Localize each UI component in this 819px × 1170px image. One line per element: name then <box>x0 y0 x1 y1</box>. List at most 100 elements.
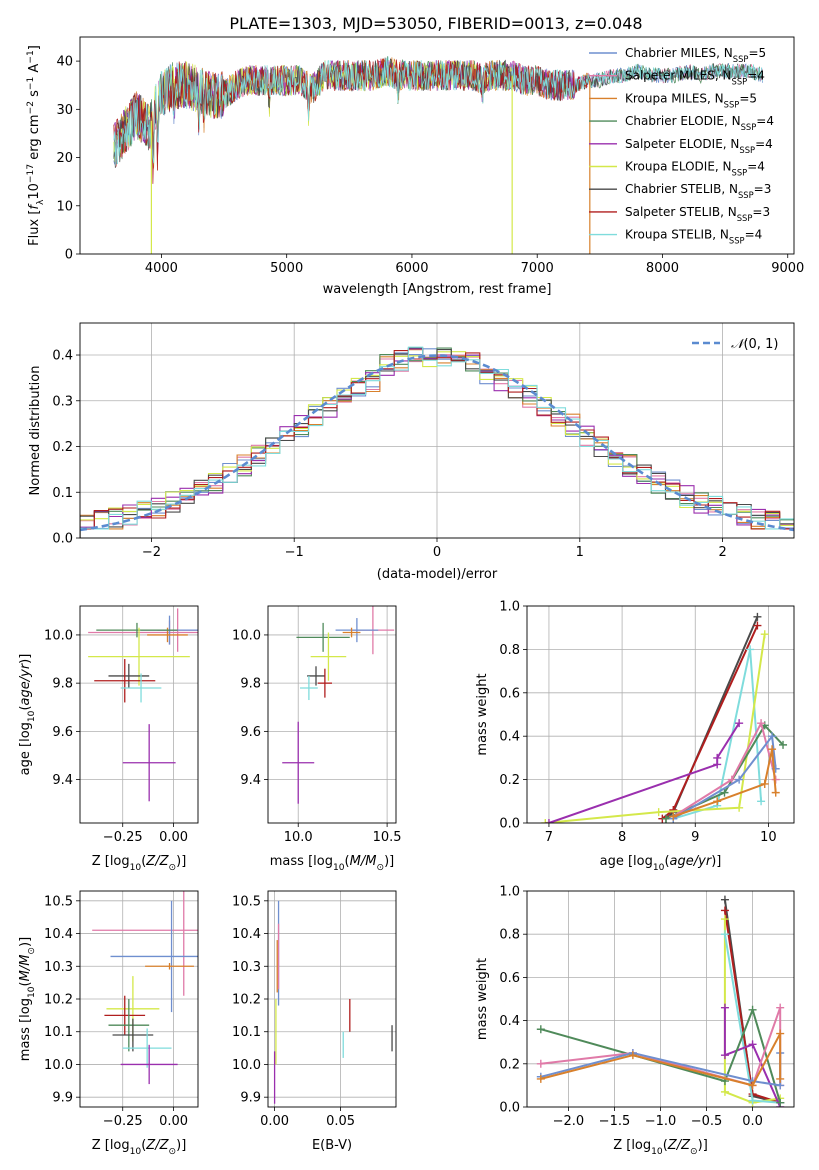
age_vs_mass-x-tick-label: 10.0 <box>284 830 313 845</box>
age_vs_Z-y-tick-label: 10.0 <box>44 628 73 643</box>
legend-label-6: Kroupa ELODIE, NSSP=4 <box>625 160 765 178</box>
weight_vs_age-marker-9-2 <box>713 797 722 806</box>
figure-title: PLATE=1303, MJD=53050, FIBERID=0013, z=0… <box>229 14 642 33</box>
age_vs_Z-frame <box>79 605 199 824</box>
residuals-histograms <box>80 346 794 538</box>
spectrum-y-tick-label: 30 <box>56 103 73 118</box>
weight_vs_age-marker-9-5 <box>771 788 780 797</box>
weight_vs_Z-y-tick-label: 0.6 <box>499 971 520 986</box>
spectrum-y-tick-label: 0 <box>65 248 73 263</box>
age-vs-mass-panel: 10.0 10.5 9.4 9.6 9.8 10.0 mass [log10(M/M⊙)] <box>232 605 402 873</box>
residuals-legend: 𝒩(0, 1) <box>692 337 778 352</box>
weight_vs_age-marker-2-3 <box>753 621 762 630</box>
mass_vs_EBV-points <box>273 900 393 1104</box>
weight_vs_age-marker-5-1 <box>544 819 553 823</box>
age_vs_Z-points <box>88 608 198 802</box>
residual-histogram-9 <box>80 346 794 538</box>
weight_vs_age-marker-4-4 <box>760 630 769 639</box>
weight_vs_age-marker-8-2 <box>735 775 744 784</box>
normal-curve <box>80 354 794 532</box>
spectrum-series-9 <box>113 56 763 166</box>
mass-vs-ebv-panel: 0.00 0.05 9.9 10.0 10.1 10.2 10.3 10.4 10.5 E(B-V… <box>232 890 397 1153</box>
weight_vs_age-y-tick-label: 0.6 <box>499 686 520 701</box>
weight_vs_age-marker-6-2 <box>720 788 729 797</box>
residuals-x-tick-label: 2 <box>718 545 726 560</box>
weight_vs_Z-marker-1-1 <box>720 895 729 904</box>
age_vs_mass-y-tick-label: 9.6 <box>240 725 261 740</box>
weight_vs_age-marker-9-3 <box>760 779 769 788</box>
weight_vs_age-marker-5-4 <box>735 719 744 728</box>
weight-vs-age-panel: 7 8 9 10 0.0 0.2 0.4 0.6 0.8 1.0 age [log10(age/yr… <box>475 600 795 873</box>
mass_vs_Z-y-tick-label: 10.1 <box>44 1025 73 1040</box>
mass_vs_EBV-frame <box>267 890 397 1108</box>
residuals-x-tick-label: 1 <box>576 545 584 560</box>
weight_vs_Z-marker-6-3 <box>748 1005 757 1014</box>
weight_vs_Z-y-tick-label: 0.8 <box>499 928 520 943</box>
mass_vs_Z-xlabel: Z [log10(Z/Z⊙)] <box>92 1138 187 1157</box>
weight_vs_Z-marker-6-4 <box>776 1098 785 1107</box>
weight_vs_Z-marker-3-1 <box>720 915 729 924</box>
spectrum-y-tick-label: 40 <box>56 55 73 70</box>
residuals-xlabel: (data-model)/error <box>377 567 498 582</box>
weight_vs_Z-x-tick-label: −1.5 <box>599 1114 631 1129</box>
weight_vs_Z-marker-4-2 <box>748 1096 757 1105</box>
weight_vs_age-series-2 <box>661 625 759 820</box>
weight_vs_age-series-4 <box>545 634 766 823</box>
weight_vs_Z-marker-3-2 <box>720 1087 729 1096</box>
residuals-y-tick-label: 0.0 <box>52 532 73 547</box>
weight_vs_Z-y-tick-label: 0.4 <box>499 1014 520 1029</box>
residuals-x-tick-label: −1 <box>285 545 304 560</box>
mass_vs_EBV-y-tick-label: 10.0 <box>232 1058 261 1073</box>
age_vs_Z-y-tick-label: 9.4 <box>52 773 73 788</box>
residuals-y-tick-label: 0.2 <box>52 440 73 455</box>
residuals-y-tick-label: 0.4 <box>52 349 73 364</box>
mass_vs_EBV-y-tick-label: 10.3 <box>232 960 261 975</box>
spectrum-x-tick-label: 8000 <box>646 261 679 276</box>
weight_vs_Z-grid <box>527 890 794 1108</box>
mass_vs_EBV-x-tick-label: 0.05 <box>326 1114 355 1129</box>
weight_vs_Z-series-5 <box>723 1007 782 1107</box>
mass_vs_Z-y-tick-label: 10.3 <box>44 960 73 975</box>
mass_vs_EBV-y-tick-label: 10.4 <box>232 927 261 942</box>
weight_vs_Z-frame <box>526 890 795 1108</box>
residuals-x-tick-label: −2 <box>142 545 161 560</box>
spectrum-x-tick-label: 5000 <box>270 261 303 276</box>
age_vs_mass-y-tick-label: 10.0 <box>232 628 261 643</box>
weight_vs_Z-marker-9-1 <box>536 1074 545 1083</box>
age-vs-metallicity-panel: −0.25 0.00 9.4 9.6 9.8 10.0 Z [log10(Z/Z⊙)] age… <box>18 605 199 873</box>
residuals-frame <box>79 322 795 539</box>
weight_vs_age-marker-6-1 <box>661 814 670 823</box>
weight_vs_Z-marker-7-1 <box>536 1059 545 1068</box>
weight_vs_age-y-tick-label: 0.4 <box>499 730 520 745</box>
weight_vs_age-marker-3-3 <box>746 645 755 654</box>
weight_vs_age-series-7 <box>672 722 777 818</box>
weight_vs_age-x-tick-label: 10 <box>760 830 777 845</box>
spectrum-y-tick-label: 20 <box>56 151 73 166</box>
age_vs_Z-y-tick-label: 9.6 <box>52 725 73 740</box>
weight_vs_age-marker-7-2 <box>727 775 736 784</box>
mass_vs_EBV-grid <box>268 891 396 1107</box>
weight_vs_Z-x-tick-label: 0.0 <box>742 1114 763 1129</box>
weight_vs_age-y-tick-label: 0.8 <box>499 643 520 658</box>
legend-label-3: Kroupa MILES, NSSP=5 <box>625 91 757 109</box>
weight_vs_Z-marker-9-5 <box>776 1074 785 1083</box>
age_vs_Z-ylabel: age [log10(age/yr)] <box>18 654 37 776</box>
weight_vs_age-marker-8-3 <box>768 732 777 741</box>
weight_vs_age-marker-4-1 <box>541 819 550 823</box>
spectrum-panel: 4000 5000 6000 7000 8000 9000 0 10 20 30 40 Chabrie… <box>26 36 804 297</box>
weight_vs_age-marker-3-4 <box>757 797 766 806</box>
legend-label-7: Chabrier STELIB, NSSP=3 <box>625 182 771 200</box>
age_vs_mass-grid <box>268 606 396 823</box>
weight_vs_age-xlabel: age [log10(age/yr)] <box>600 854 722 873</box>
weight_vs_Z-marker-7-4 <box>776 1003 785 1012</box>
mass_vs_EBV-y-tick-label: 9.9 <box>240 1091 261 1106</box>
weight_vs_age-marker-4-2 <box>654 808 663 817</box>
age_vs_mass-x-tick-label: 10.5 <box>373 830 402 845</box>
weight_vs_Z-marker-4-1 <box>720 930 729 939</box>
age_vs_mass-frame <box>267 605 397 824</box>
weight_vs_age-marker-6-4 <box>779 740 788 749</box>
weight_vs_age-marker-9-1 <box>669 812 678 821</box>
weight_vs_age-marker-7-3 <box>757 719 766 728</box>
mass_vs_Z-x-tick-label: 0.00 <box>159 1114 188 1129</box>
